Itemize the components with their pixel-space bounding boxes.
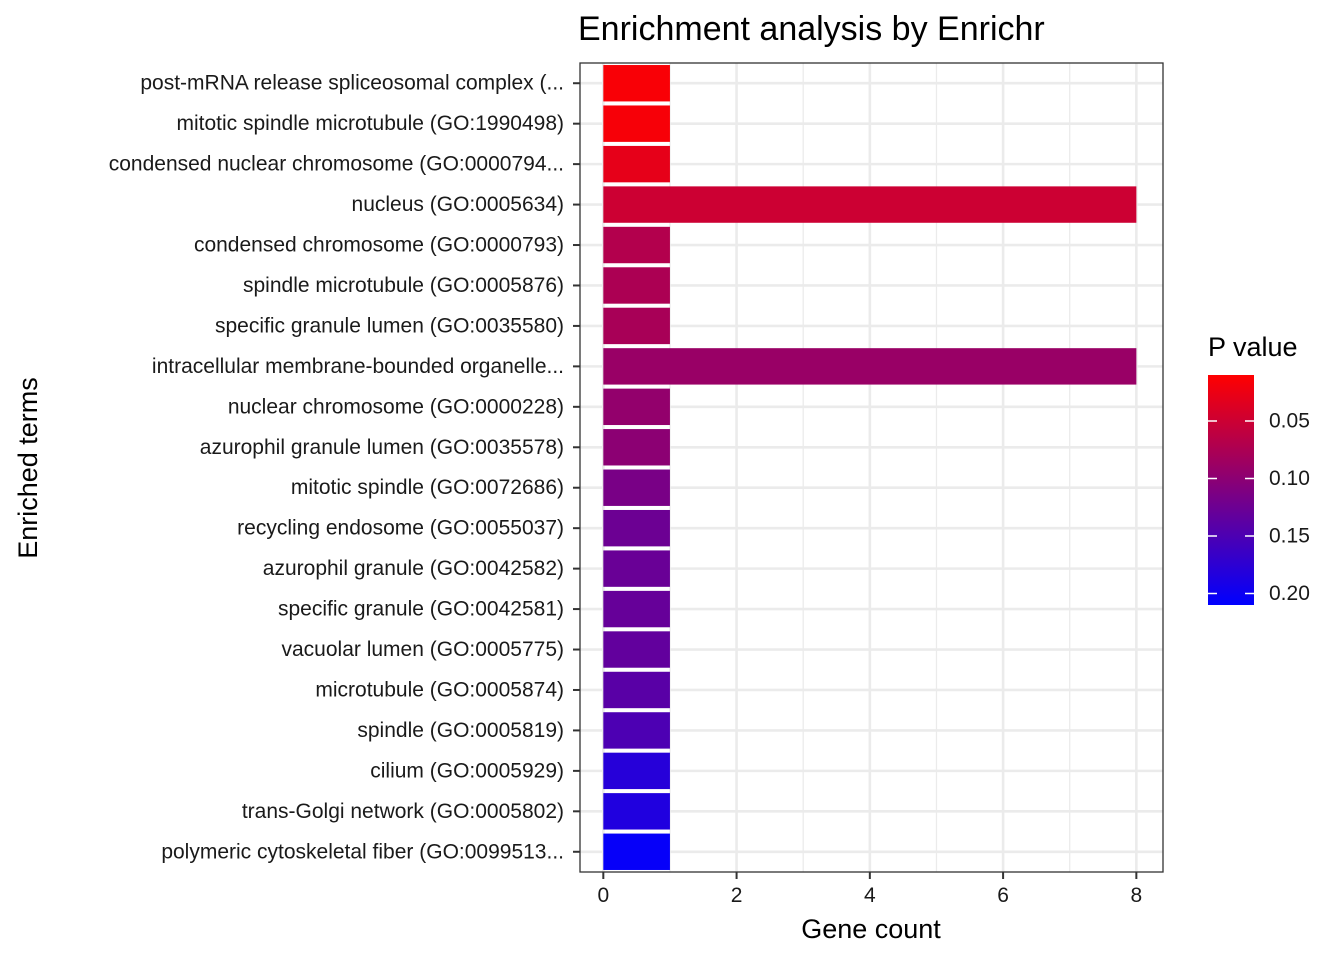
colorbar [1208,375,1254,605]
x-tick-label: 6 [997,884,1009,907]
bar [603,388,670,426]
x-axis-ticks: 0 2 4 6 8 [597,872,1142,907]
y-tick-label: polymeric cytoskeletal fiber (GO:0099513… [161,840,564,863]
y-tick-label: intracellular membrane-bounded organelle… [152,355,564,378]
bar [603,105,670,142]
y-tick-label: azurophil granule lumen (GO:0035578) [200,436,564,459]
legend-title: P value [1208,332,1298,362]
panel-border [579,62,1164,873]
bar [603,348,1137,385]
bar [603,226,670,264]
y-tick-label: nucleus (GO:0005634) [352,193,564,216]
y-tick-label: post-mRNA release spliceosomal complex (… [140,72,564,95]
panel-background [580,63,1163,872]
y-tick-label: cilium (GO:0005929) [370,759,564,782]
x-tick-label: 8 [1131,884,1143,907]
bar [603,65,670,102]
bars [603,65,1137,870]
x-tick-label: 0 [597,884,609,907]
legend-tick-label: 0.20 [1269,582,1310,605]
y-tick-label: spindle (GO:0005819) [357,719,564,742]
bar [603,631,670,668]
legend-tick-label: 0.05 [1269,410,1310,433]
bar [603,429,670,466]
bar [603,833,670,870]
bar [603,712,670,749]
bar [603,752,670,790]
y-axis-ticks: post-mRNA release spliceosomal complex (… [109,72,580,863]
plot-panel [580,63,1163,872]
y-tick-label: mitotic spindle (GO:0072686) [291,476,564,499]
y-tick-label: vacuolar lumen (GO:0005775) [282,638,565,661]
bar [603,671,670,709]
legend-tick-label: 0.10 [1269,467,1310,490]
y-tick-label: condensed chromosome (GO:0000793) [194,234,564,257]
y-tick-label: condensed nuclear chromosome (GO:0000794… [109,153,564,176]
bar [603,793,670,830]
y-tick-label: mitotic spindle microtubule (GO:1990498) [176,112,564,135]
y-tick-label: microtubule (GO:0005874) [315,678,564,701]
bar [603,186,1137,223]
y-tick-label: nuclear chromosome (GO:0000228) [228,395,564,418]
bar [603,509,670,547]
legend: P value 0.05 0.10 0.15 0.20 [1208,332,1310,605]
y-tick-label: azurophil granule (GO:0042582) [263,557,564,580]
bar [603,307,670,345]
y-tick-label: trans-Golgi network (GO:0005802) [242,800,564,823]
bar [603,550,670,587]
y-tick-label: spindle microtubule (GO:0005876) [243,274,564,297]
y-tick-label: specific granule (GO:0042581) [278,598,564,621]
x-axis-title: Gene count [801,914,941,944]
x-tick-label: 2 [731,884,743,907]
y-tick-label: recycling endosome (GO:0055037) [237,517,564,540]
legend-tick-label: 0.15 [1269,525,1310,548]
chart-title: Enrichment analysis by Enrichr [578,10,1045,48]
bar [603,267,670,304]
bar [603,145,670,183]
bar [603,590,670,628]
x-tick-label: 4 [864,884,876,907]
y-axis-title: Enriched terms [13,377,43,559]
y-tick-label: specific granule lumen (GO:0035580) [215,314,564,337]
bar [603,469,670,506]
